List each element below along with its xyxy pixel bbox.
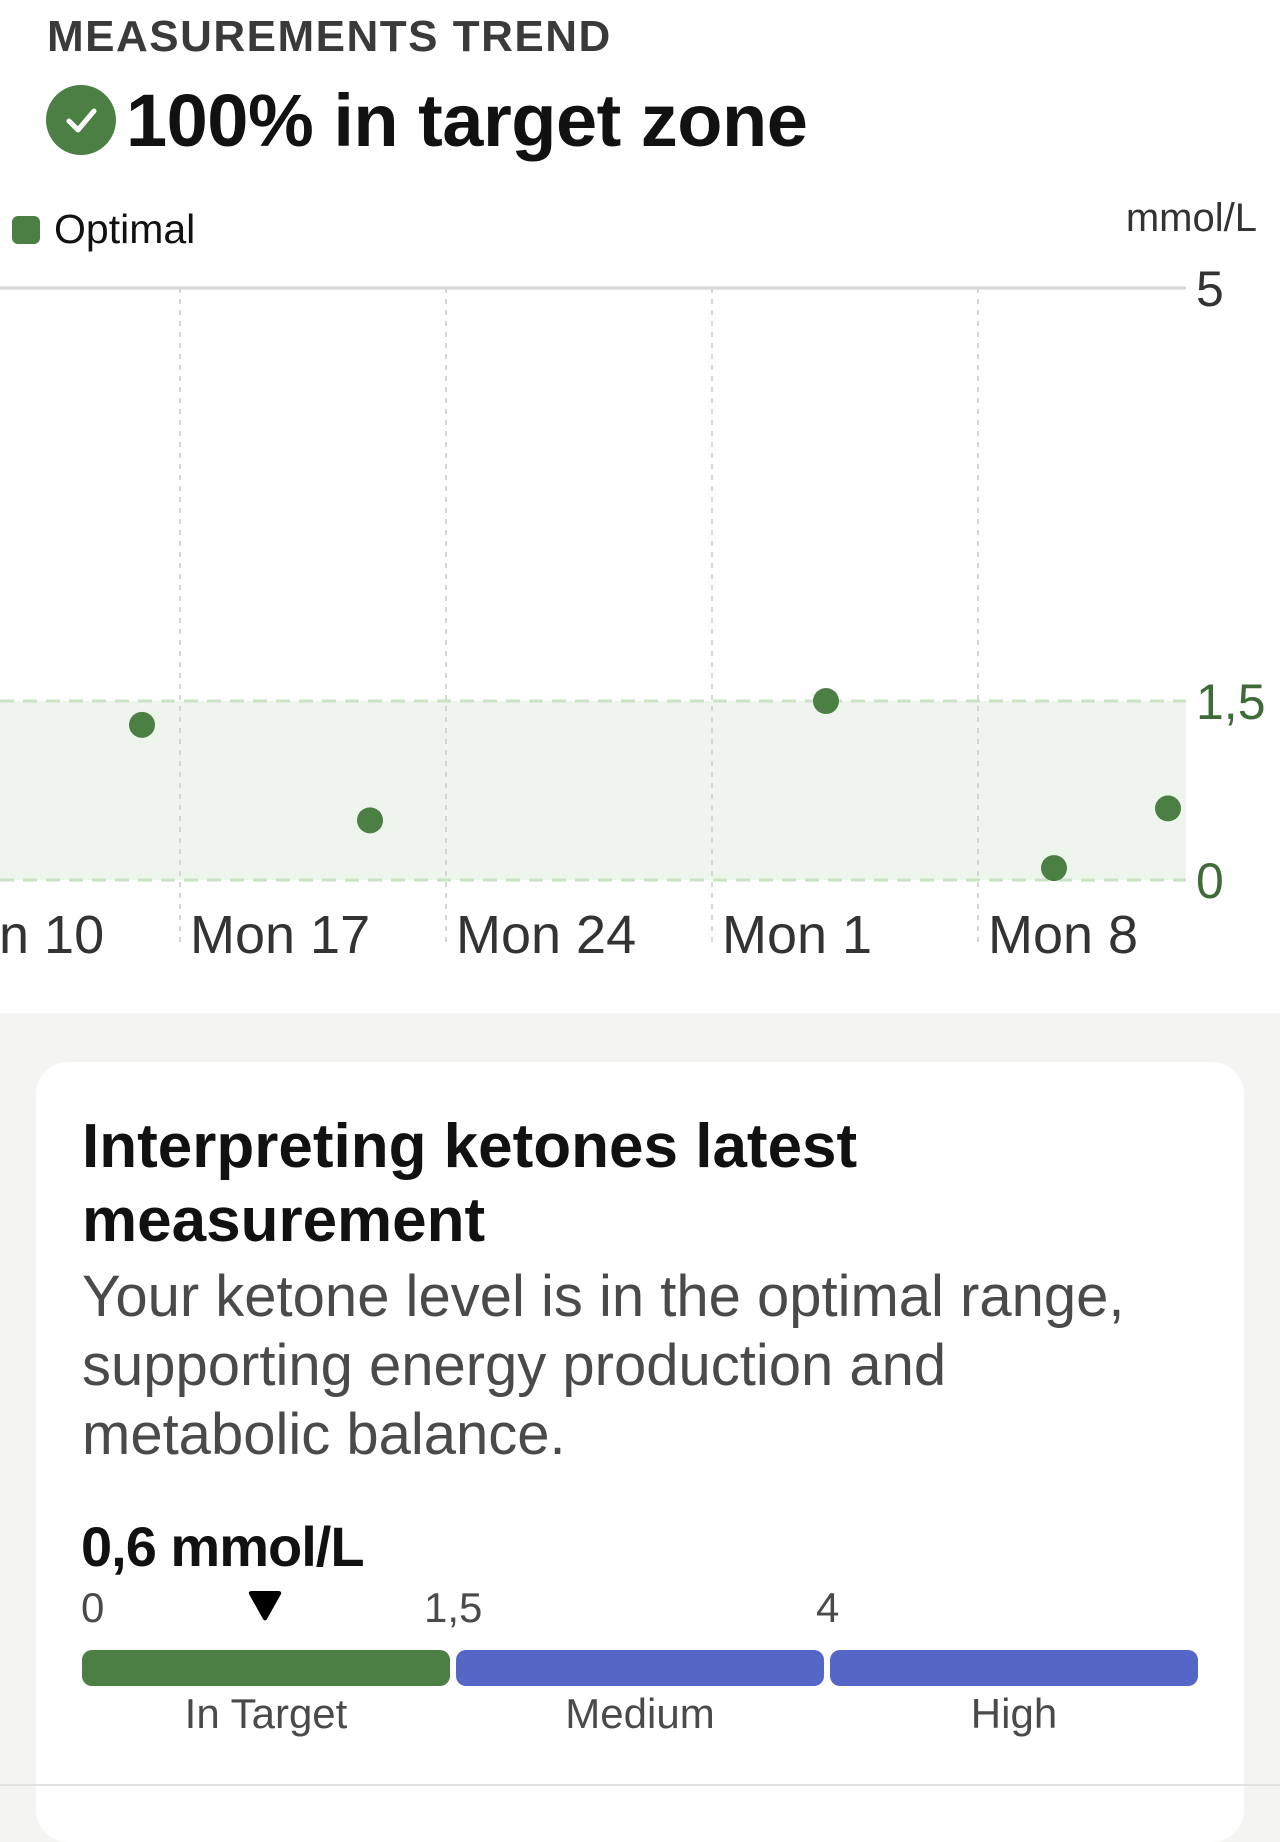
x-tick-label: Mon 1 <box>722 905 872 965</box>
x-tick-label: Mon 8 <box>988 905 1138 965</box>
measurement-point[interactable] <box>1041 855 1067 882</box>
range-segment-in-target <box>82 1650 450 1686</box>
card-body: Your ketone level is in the optimal rang… <box>82 1264 1125 1467</box>
range-segment-medium <box>456 1650 824 1686</box>
trend-panel: MEASUREMENTS TREND 100% in target zone O… <box>0 0 1280 1013</box>
scale-tick-1-5: 1,5 <box>424 1584 483 1631</box>
measurement-point[interactable] <box>1155 795 1181 822</box>
card-divider <box>0 1784 1280 1786</box>
scale-tick-0: 0 <box>81 1584 105 1631</box>
section-title: MEASUREMENTS TREND <box>47 12 612 61</box>
x-tick-label: Mon 10 <box>0 905 104 965</box>
y-tick-label: 0 <box>1196 853 1224 909</box>
y-tick-label: 5 <box>1196 261 1224 317</box>
range-label-in-target: In Target <box>184 1690 348 1737</box>
current-value-marker-icon <box>248 1591 282 1621</box>
interpretation-card: Interpreting ketones latest measurement … <box>36 1062 1244 1842</box>
x-tick-label: Mon 24 <box>456 905 636 965</box>
scale-tick-4: 4 <box>816 1584 840 1631</box>
measurement-point[interactable] <box>813 688 839 714</box>
measurement-point[interactable] <box>129 711 155 738</box>
card-title: Interpreting ketones latest measurement <box>82 1112 858 1255</box>
range-label-medium: Medium <box>565 1690 715 1737</box>
measurement-point[interactable] <box>357 807 383 834</box>
headline-row: 100% in target zone <box>46 78 808 162</box>
check-circle-icon <box>46 85 116 155</box>
x-tick-label: Mon 17 <box>190 905 370 965</box>
current-value: 0,6 mmol/L <box>81 1515 365 1578</box>
unit-label: mmol/L <box>1125 196 1257 240</box>
legend-swatch <box>12 215 40 244</box>
range-segment-high <box>830 1650 1198 1686</box>
y-tick-label: 1,5 <box>1196 674 1266 730</box>
target-band <box>0 701 1186 880</box>
headline: 100% in target zone <box>126 78 808 162</box>
legend-label: Optimal <box>54 206 196 252</box>
range-label-high: High <box>970 1690 1058 1737</box>
chart-legend: Optimal <box>12 206 195 253</box>
trend-chart: Mon 10 Mon 17 Mon 24 Mon 1 Mon 8 5 1,5 0 <box>0 261 1266 965</box>
